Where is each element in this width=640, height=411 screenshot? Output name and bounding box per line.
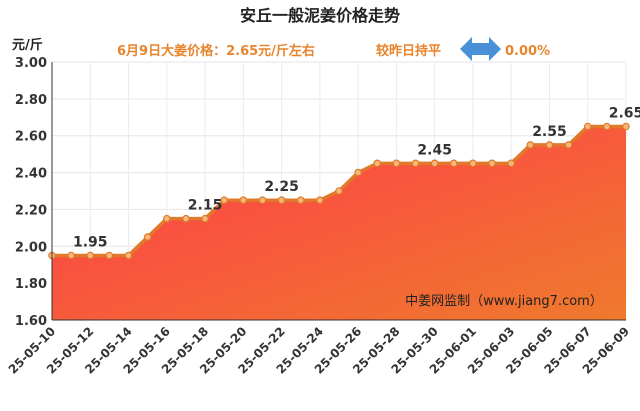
- y-tick-label: 2.60: [15, 130, 47, 145]
- data-label: 2.15: [188, 198, 223, 214]
- axes: [51, 62, 626, 321]
- data-point: [449, 159, 458, 168]
- data-point: [220, 196, 229, 205]
- y-tick-label: 1.60: [15, 314, 47, 329]
- area-layer: [52, 126, 626, 320]
- data-label: 2.55: [532, 124, 567, 140]
- data-point: [258, 196, 267, 205]
- x-tick-labels: 25-05-1025-05-1225-05-1425-05-1625-05-18…: [6, 324, 632, 376]
- data-point: [296, 196, 305, 205]
- y-tick-label: 1.80: [15, 277, 47, 292]
- data-point: [392, 159, 401, 168]
- data-point: [277, 196, 286, 205]
- data-point: [545, 141, 554, 149]
- data-point: [564, 141, 573, 149]
- y-tick-label: 2.00: [15, 240, 47, 255]
- data-point: [469, 159, 477, 168]
- y-tick-label: 2.40: [15, 167, 47, 182]
- data-point: [67, 251, 75, 260]
- data-point: [622, 122, 630, 131]
- data-labels: 1.95 2.15 2.25 2.45 2.55 2.65: [73, 106, 640, 251]
- data-point: [239, 196, 248, 205]
- y-unit-label: 元/斤: [12, 37, 43, 53]
- data-point: [86, 251, 95, 260]
- data-label: 1.95: [73, 235, 108, 251]
- watermark: 中姜网监制（www.jiang7.com）: [405, 294, 603, 309]
- data-point: [201, 214, 209, 223]
- data-point: [430, 159, 439, 168]
- data-point: [373, 159, 382, 168]
- y-tick-label: 2.80: [15, 93, 47, 108]
- y-tick-label: 2.20: [15, 203, 47, 218]
- data-label: 2.45: [417, 142, 452, 158]
- y-tick-label: 3.00: [15, 56, 47, 71]
- double-arrow-icon: [460, 37, 501, 61]
- data-point: [583, 122, 592, 131]
- y-tick-labels: 1.60 1.80 2.00 2.20 2.40 2.60 2.80 3.00: [15, 56, 47, 329]
- subtitle-change-value: 0.00%: [505, 44, 550, 59]
- data-point: [603, 122, 611, 131]
- data-point: [507, 159, 516, 168]
- data-label: 2.25: [264, 179, 299, 195]
- chart-title: 安丘一般泥姜价格走势: [240, 6, 400, 25]
- data-point: [124, 251, 133, 260]
- data-point: [105, 251, 114, 260]
- data-point: [411, 159, 420, 168]
- data-point: [316, 196, 324, 205]
- price-area: [52, 126, 626, 320]
- data-point: [163, 214, 171, 223]
- data-point: [182, 214, 190, 223]
- data-point: [335, 187, 343, 195]
- data-point: [354, 168, 362, 177]
- subtitle-change: 较昨日持平: [376, 43, 441, 59]
- subtitle-price: 6月9日大姜价格：2.65元/斤左右: [117, 43, 315, 59]
- data-point: [143, 233, 152, 241]
- data-point: [526, 141, 535, 149]
- marker-layer: [48, 122, 630, 260]
- data-point: [488, 159, 496, 168]
- data-label: 2.65: [609, 106, 640, 122]
